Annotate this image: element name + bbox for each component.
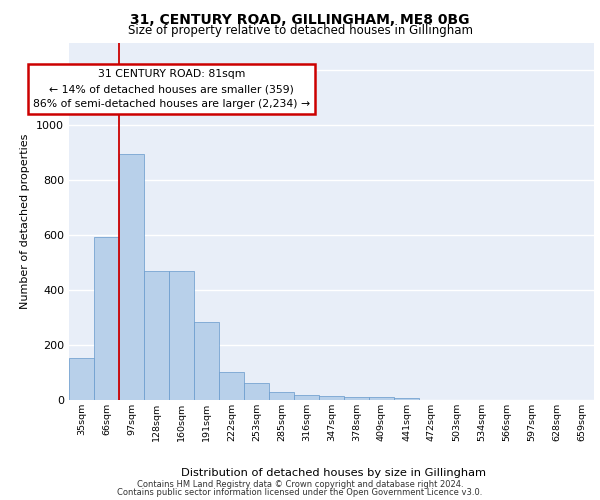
Bar — [194, 322, 219, 400]
Bar — [344, 397, 369, 400]
Bar — [369, 397, 394, 400]
Text: 31, CENTURY ROAD, GILLINGHAM, ME8 0BG: 31, CENTURY ROAD, GILLINGHAM, ME8 0BG — [130, 12, 470, 26]
Bar — [169, 271, 194, 400]
Text: Size of property relative to detached houses in Gillingham: Size of property relative to detached ho… — [128, 24, 473, 37]
Bar — [269, 392, 294, 400]
Bar — [294, 394, 319, 400]
Y-axis label: Number of detached properties: Number of detached properties — [20, 134, 31, 309]
Bar — [69, 358, 94, 400]
Bar — [144, 271, 169, 400]
Bar — [219, 372, 244, 400]
Text: Contains HM Land Registry data © Crown copyright and database right 2024.: Contains HM Land Registry data © Crown c… — [137, 480, 463, 489]
Text: Contains public sector information licensed under the Open Government Licence v3: Contains public sector information licen… — [118, 488, 482, 497]
Bar — [394, 398, 419, 400]
Text: 31 CENTURY ROAD: 81sqm
← 14% of detached houses are smaller (359)
86% of semi-de: 31 CENTURY ROAD: 81sqm ← 14% of detached… — [33, 70, 310, 109]
Bar — [94, 238, 119, 400]
Bar — [244, 383, 269, 400]
Text: Distribution of detached houses by size in Gillingham: Distribution of detached houses by size … — [181, 468, 485, 477]
Bar — [119, 154, 144, 400]
Bar — [319, 396, 344, 400]
